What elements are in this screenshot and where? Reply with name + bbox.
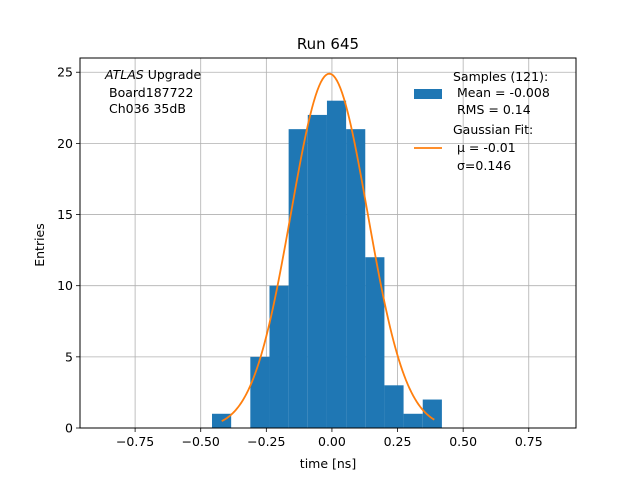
histogram-bar <box>422 399 442 428</box>
annotation-atlas: ATLAS <box>104 67 144 82</box>
histogram-bar <box>307 114 327 428</box>
annotation-line-1: ATLAS Upgrade <box>104 67 201 82</box>
plot-frame <box>79 57 577 429</box>
detector-annotation: ATLAS Upgrade Board187722 Ch036 35dB <box>104 67 201 116</box>
histogram-bar <box>403 413 423 428</box>
legend-fit-sigma: σ=0.146 <box>457 158 511 173</box>
histogram-bar <box>384 385 404 428</box>
legend-hist-rms: RMS = 0.14 <box>457 102 531 117</box>
x-axis-label: time [ns] <box>300 456 356 471</box>
legend-fit-title: Gaussian Fit: <box>453 122 533 137</box>
y-tick-label: 0 <box>65 421 73 436</box>
fit-curve <box>221 72 435 422</box>
histogram-bars <box>212 100 442 428</box>
y-tick-label: 5 <box>65 349 73 364</box>
annotation-line-3: Ch036 35dB <box>109 101 186 116</box>
y-axis-ticks: 0 5 10 15 20 25 <box>57 65 80 436</box>
y-tick-label: 10 <box>57 278 73 293</box>
x-tick-label: −0.25 <box>247 434 285 449</box>
x-tick-label: 0.25 <box>384 434 412 449</box>
y-tick-label: 20 <box>57 136 73 151</box>
histogram-bar <box>326 100 347 428</box>
histogram-bar <box>346 129 366 428</box>
legend-fit-mu: μ = -0.01 <box>457 140 516 155</box>
chart-title: Run 645 <box>297 35 359 53</box>
y-tick-label: 15 <box>57 207 73 222</box>
legend-hist-swatch <box>414 89 442 99</box>
annotation-line-2: Board187722 <box>109 85 193 100</box>
x-tick-label: 0.50 <box>449 434 477 449</box>
grid-lines <box>80 58 576 429</box>
y-axis-label: Entries <box>32 223 47 267</box>
annotation-upgrade: Upgrade <box>144 67 202 82</box>
x-tick-label: 0.75 <box>515 434 543 449</box>
y-tick-label: 25 <box>57 65 73 80</box>
histogram-bar <box>250 356 270 428</box>
x-tick-label: −0.50 <box>182 434 220 449</box>
gaussian-fit <box>221 72 435 422</box>
x-tick-label: 0.00 <box>318 434 346 449</box>
histogram-bar <box>365 257 385 428</box>
legend-hist-title: Samples (121): <box>453 69 548 84</box>
legend: Samples (121): Mean = -0.008 RMS = 0.14 … <box>414 69 550 173</box>
histogram-bar <box>269 285 289 428</box>
legend-hist-mean: Mean = -0.008 <box>457 85 550 100</box>
x-tick-label: −0.75 <box>116 434 154 449</box>
x-axis-ticks: −0.75 −0.50 −0.25 0.00 0.25 0.50 0.75 <box>116 428 543 449</box>
